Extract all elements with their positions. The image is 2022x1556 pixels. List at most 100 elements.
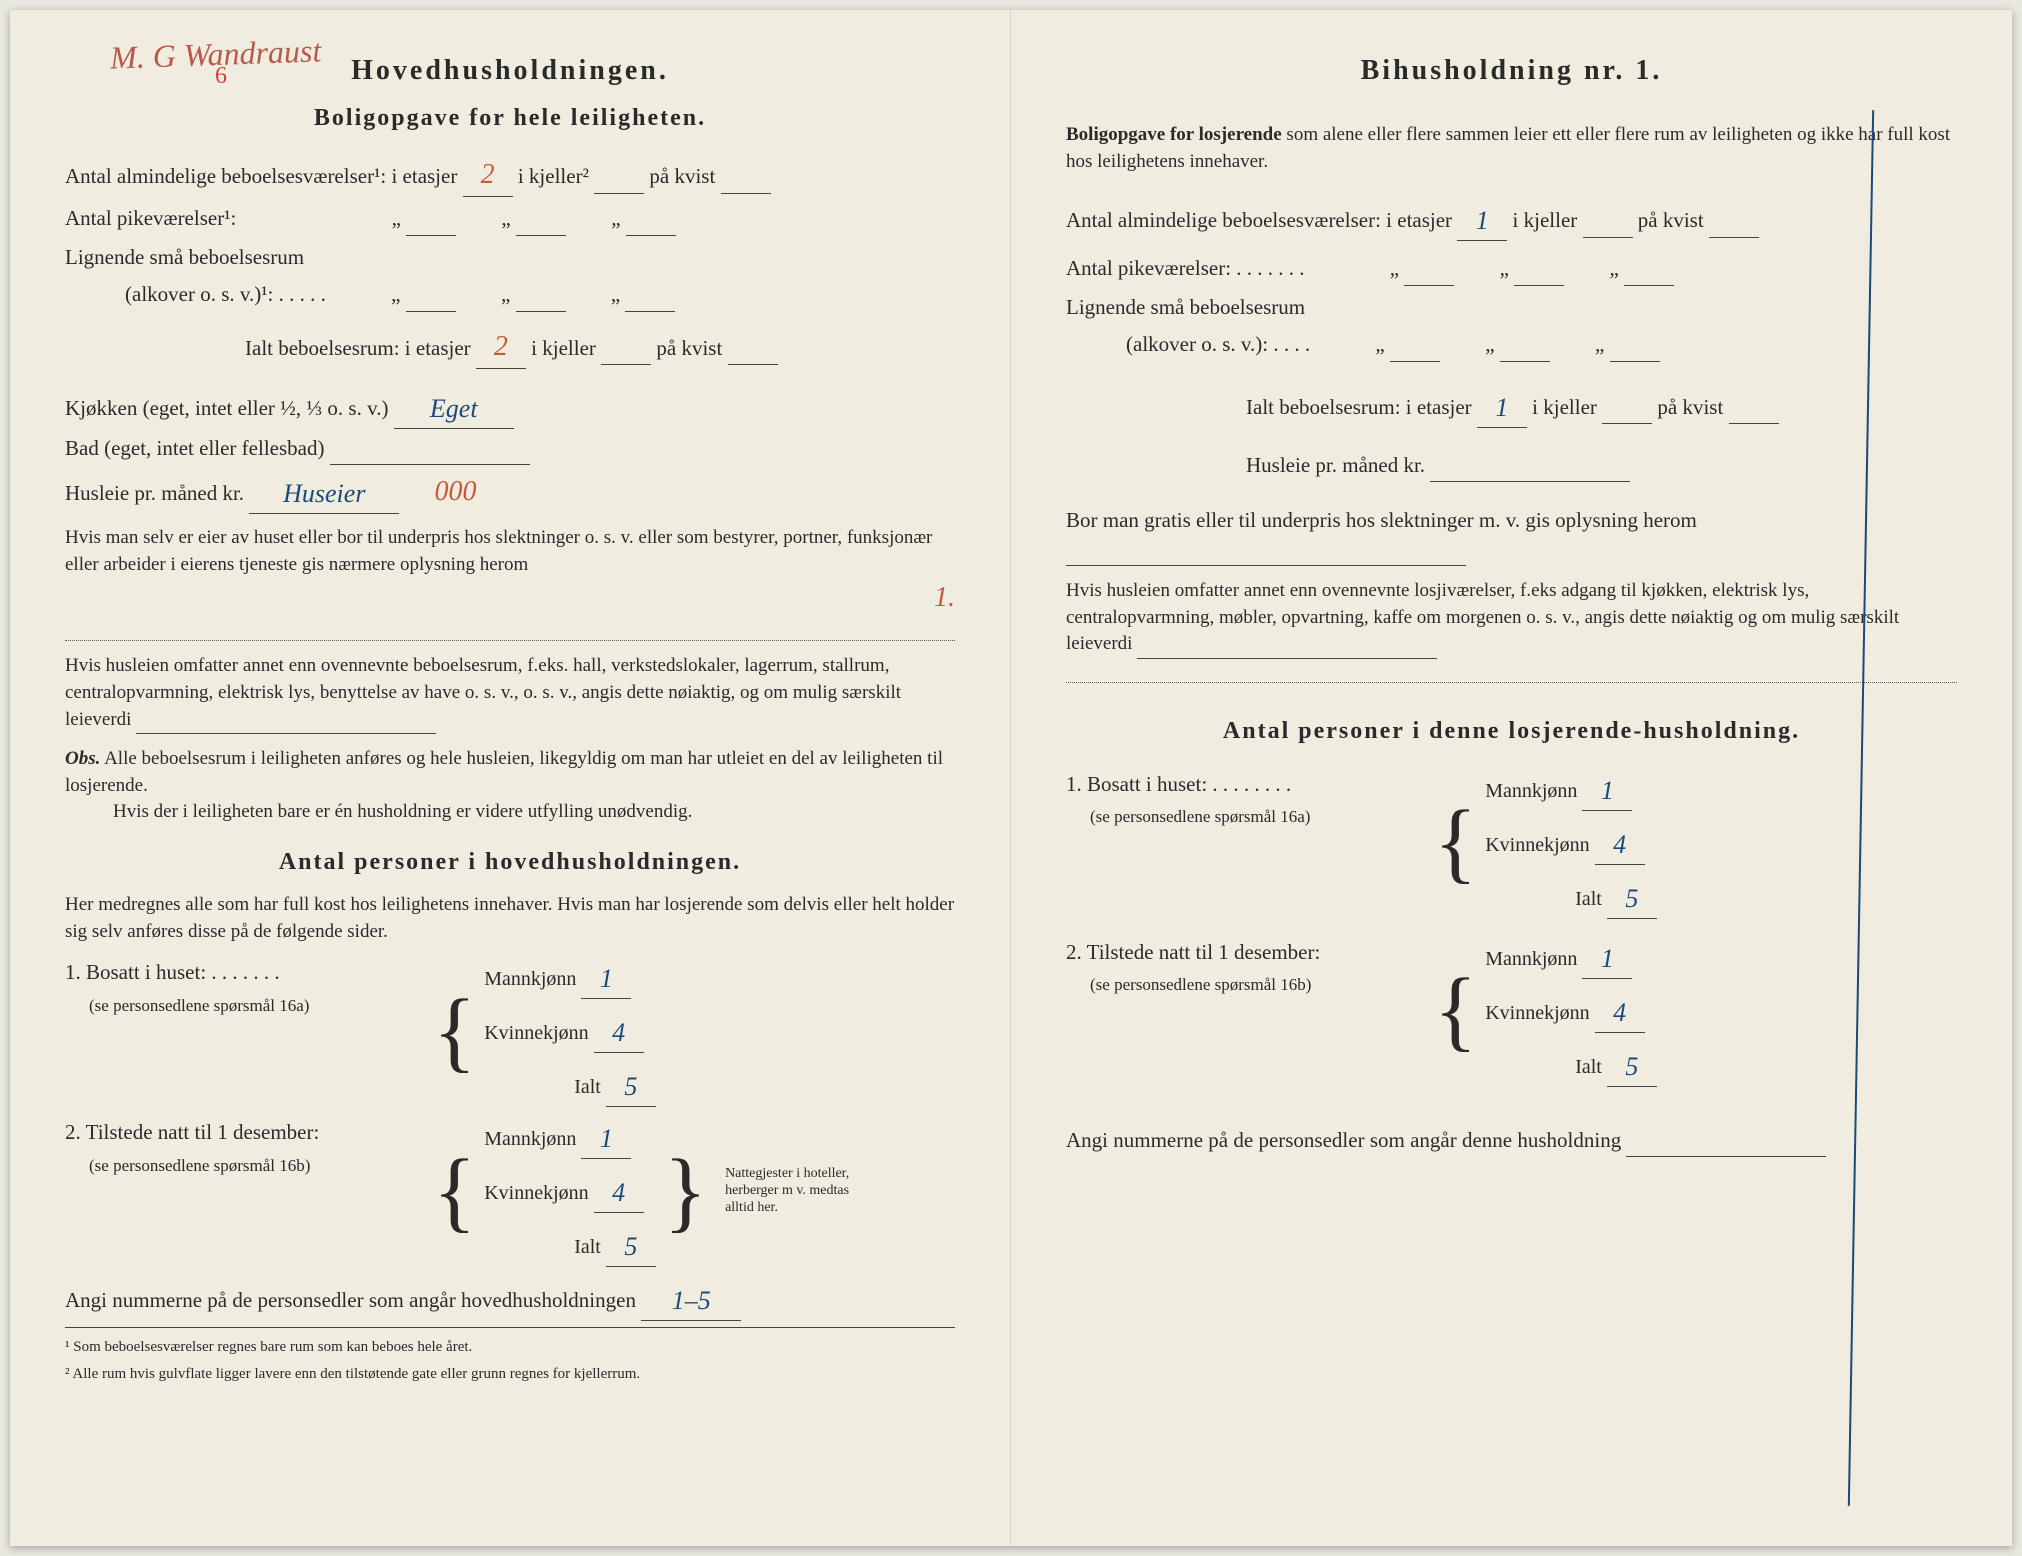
- row-num: 1.: [65, 960, 81, 984]
- mann-value: 1: [1582, 771, 1632, 811]
- label: (alkover o. s. v.)¹: . . . . .: [125, 282, 326, 306]
- label: Antal pikeværelser¹:: [65, 206, 236, 230]
- persons-section-title: Antal personer i hovedhusholdningen.: [65, 844, 955, 880]
- rooms-line-1: Antal almindelige beboelsesværelser¹: i …: [65, 154, 955, 197]
- blank-field: [136, 707, 436, 735]
- red-6: 6: [215, 58, 227, 94]
- blank-field: [1729, 392, 1779, 425]
- kvinne-label: Kvinnekjønn: [1485, 1002, 1589, 1024]
- blank-field: [728, 333, 778, 366]
- row-label: 2. Tilstede natt til 1 desember: (se per…: [1066, 937, 1426, 1000]
- ialt-line: Ialt beboelsesrum: i etasjer 1 i kjeller…: [1246, 386, 1957, 426]
- kvinne-value: 4: [1595, 825, 1645, 865]
- obs-label: Obs.: [65, 748, 100, 769]
- bracket-group: { Mannkjønn 1 Kvinnekjønn 4 Ialt 5: [1426, 937, 1657, 1085]
- mann-label: Mannkjønn: [484, 968, 576, 990]
- row-label-text: Tilstede natt til 1 desember:: [86, 1120, 320, 1144]
- mann-value: 1: [1582, 939, 1632, 979]
- label: Husleie pr. måned kr.: [1246, 453, 1425, 477]
- mann-value: 1: [581, 959, 631, 999]
- title-main: Bihusholdning nr. 1.: [1066, 50, 1957, 92]
- row-sublabel: (se personsedlene spørsmål 16a): [89, 996, 309, 1015]
- gratis-note: Bor man gratis eller til underpris hos s…: [1066, 506, 1957, 566]
- alkover-line: (alkover o. s. v.): . . . . „ „ „: [1126, 329, 1957, 362]
- blank-field: [1624, 253, 1674, 286]
- divider: [65, 1327, 955, 1328]
- kjokken-value: Eget: [394, 389, 514, 429]
- gender-values: Mannkjønn 1 Kvinnekjønn 4 Ialt 5: [1485, 769, 1657, 917]
- blank-field: [1500, 329, 1550, 362]
- label-kvist: på kvist: [649, 164, 715, 188]
- angi-label: Angi nummerne på de personsedler som ang…: [65, 1288, 636, 1312]
- row-label: 1. Bosatt i huset: . . . . . . . . (se p…: [1066, 769, 1426, 832]
- husleie-value: Huseier: [249, 474, 399, 514]
- blank-field: [516, 203, 566, 236]
- blank-field: [1610, 329, 1660, 362]
- label-kjeller: i kjeller: [531, 336, 596, 360]
- left-bracket-icon: {: [1434, 811, 1477, 874]
- alkover-line: (alkover o. s. v.)¹: . . . . . „ „ „: [125, 279, 955, 312]
- husleie-note: Hvis husleien omfatter annet enn ovennev…: [65, 653, 955, 734]
- mann-value: 1: [581, 1119, 631, 1159]
- kvinne-value: 4: [594, 1013, 644, 1053]
- label: Lignende små beboelsesrum: [65, 245, 304, 269]
- blank-field: [1430, 450, 1630, 483]
- rooms-etasjer-value: 2: [463, 154, 513, 197]
- left-bracket-icon: {: [433, 1000, 476, 1063]
- label-kvist: på kvist: [1638, 208, 1704, 232]
- footnote-2: ² Alle rum hvis gulvflate ligger lavere …: [65, 1363, 955, 1386]
- angi-value: 1–5: [641, 1281, 741, 1321]
- blank-field: [1709, 205, 1759, 238]
- left-bracket-icon: {: [433, 1160, 476, 1223]
- blank-field: [594, 161, 644, 194]
- footnote-1: ¹ Som beboelsesværelser regnes bare rum …: [65, 1336, 955, 1359]
- blank-field: [1514, 253, 1564, 286]
- persons-section-title: Antal personer i denne losjerende-hushol…: [1066, 713, 1957, 749]
- kvinne-label: Kvinnekjønn: [1485, 834, 1589, 856]
- blank-field: [625, 279, 675, 312]
- mann-label: Mannkjønn: [1485, 780, 1577, 802]
- blank-field: [626, 203, 676, 236]
- blank-field: [330, 433, 530, 466]
- angi-line: Angi nummerne på de personsedler som ang…: [65, 1279, 955, 1319]
- right-page: Bihusholdning nr. 1. Boligopgave for los…: [1011, 10, 2012, 1546]
- row-label-text: Bosatt i huset: . . . . . . . .: [1087, 772, 1291, 796]
- left-bracket-icon: {: [1434, 979, 1477, 1042]
- blank-line: [65, 623, 955, 641]
- census-form-document: M. G Wandraust 6 Hovedhusholdningen. Bol…: [10, 10, 2012, 1546]
- label-kvist: på kvist: [1657, 395, 1723, 419]
- pike-line: Antal pikeværelser: . . . . . . . „ „ „: [1066, 253, 1957, 286]
- row-label-text: Bosatt i huset: . . . . . . .: [86, 960, 280, 984]
- tilstede-row: 2. Tilstede natt til 1 desember: (se per…: [1066, 937, 1957, 1085]
- row-label: 2. Tilstede natt til 1 desember: (se per…: [65, 1117, 425, 1180]
- tilstede-row: 2. Tilstede natt til 1 desember: (se per…: [65, 1117, 955, 1265]
- row-num: 2.: [1066, 940, 1082, 964]
- mann-label: Mannkjønn: [1485, 948, 1577, 970]
- label: Antal almindelige beboelsesværelser: i e…: [1066, 208, 1452, 232]
- blank-field: [721, 161, 771, 194]
- label: Antal pikeværelser: . . . . . . .: [1066, 256, 1305, 280]
- label-kvist: på kvist: [656, 336, 722, 360]
- ialt-value: 5: [1607, 879, 1657, 919]
- angi-line: Angi nummerne på de personsedler som ang…: [1066, 1125, 1957, 1158]
- blank-field: [1602, 392, 1652, 425]
- bosatt-row: 1. Bosatt i huset: . . . . . . . . (se p…: [1066, 769, 1957, 917]
- row-sublabel: (se personsedlene spørsmål 16b): [1090, 975, 1311, 994]
- ialt-value: 5: [1607, 1047, 1657, 1087]
- red-000: 000: [435, 476, 477, 507]
- gender-values: Mannkjønn 1 Kvinnekjønn 4 Ialt 5: [484, 1117, 656, 1265]
- note-text: Hvis man selv er eier av huset eller bor…: [65, 527, 932, 575]
- blank-field: [601, 333, 651, 366]
- eier-note: Hvis man selv er eier av huset eller bor…: [65, 525, 955, 641]
- gender-values: Mannkjønn 1 Kvinnekjønn 4 Ialt 5: [484, 957, 656, 1105]
- husleie-line: Husleie pr. måned kr.: [1246, 450, 1957, 483]
- rooms-line-1: Antal almindelige beboelsesværelser: i e…: [1066, 199, 1957, 239]
- row-label-text: Tilstede natt til 1 desember:: [1087, 940, 1321, 964]
- label: Bad (eget, intet eller fellesbad): [65, 436, 324, 460]
- husleie-omfatter-note: Hvis husleien omfatter annet enn ovennev…: [1066, 578, 1957, 683]
- label-kjeller: i kjeller: [1532, 395, 1597, 419]
- note-text: Bor man gratis eller til underpris hos s…: [1066, 508, 1697, 532]
- lignende-line: Lignende små beboelsesrum: [1066, 292, 1957, 324]
- ialt-etasjer-value: 2: [476, 326, 526, 369]
- gender-values: Mannkjønn 1 Kvinnekjønn 4 Ialt 5: [1485, 937, 1657, 1085]
